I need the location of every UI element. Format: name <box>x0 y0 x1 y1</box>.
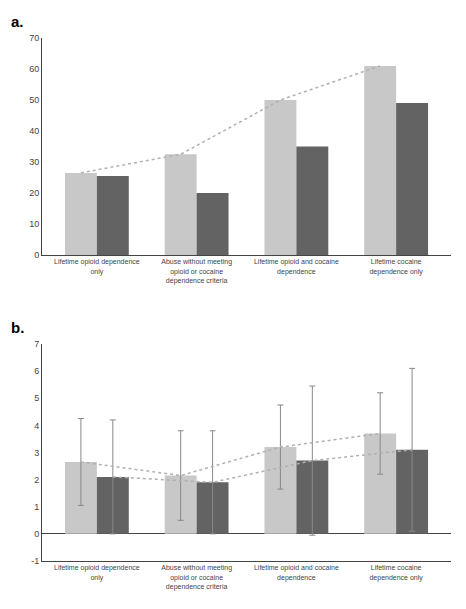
svg-text:-1: -1 <box>31 556 39 566</box>
svg-text:40: 40 <box>29 126 39 136</box>
svg-text:7: 7 <box>34 339 39 349</box>
svg-text:30: 30 <box>29 157 39 167</box>
svg-text:Lifetime opioid dependenceonly: Lifetime opioid dependenceonly <box>54 564 140 581</box>
svg-text:3: 3 <box>34 448 39 458</box>
svg-text:Abuse without meetingopioid or: Abuse without meetingopioid or cocainede… <box>161 564 232 590</box>
svg-text:6: 6 <box>34 366 39 376</box>
svg-text:1: 1 <box>34 502 39 512</box>
svg-text:Lifetime cocainedependence onl: Lifetime cocainedependence only <box>369 258 423 275</box>
svg-text:Lifetime cocainedependence onl: Lifetime cocainedependence only <box>369 564 423 581</box>
svg-text:0: 0 <box>34 529 39 539</box>
svg-text:b.: b. <box>11 319 24 336</box>
svg-text:Lifetime opioid and cocainedep: Lifetime opioid and cocainedependence <box>254 258 339 275</box>
svg-text:a.: a. <box>11 13 24 30</box>
svg-text:2: 2 <box>34 475 39 485</box>
svg-text:50: 50 <box>29 95 39 105</box>
svg-text:Lifetime opioid and cocainedep: Lifetime opioid and cocainedependence <box>254 564 339 581</box>
svg-text:Abuse without meetingopioid or: Abuse without meetingopioid or cocainede… <box>161 258 232 284</box>
svg-text:0: 0 <box>34 250 39 260</box>
svg-text:70: 70 <box>29 33 39 43</box>
svg-text:10: 10 <box>29 219 39 229</box>
svg-text:5: 5 <box>34 393 39 403</box>
svg-text:Lifetime opioid dependenceonly: Lifetime opioid dependenceonly <box>54 258 140 275</box>
svg-text:20: 20 <box>29 188 39 198</box>
svg-text:60: 60 <box>29 64 39 74</box>
svg-text:4: 4 <box>34 420 39 430</box>
